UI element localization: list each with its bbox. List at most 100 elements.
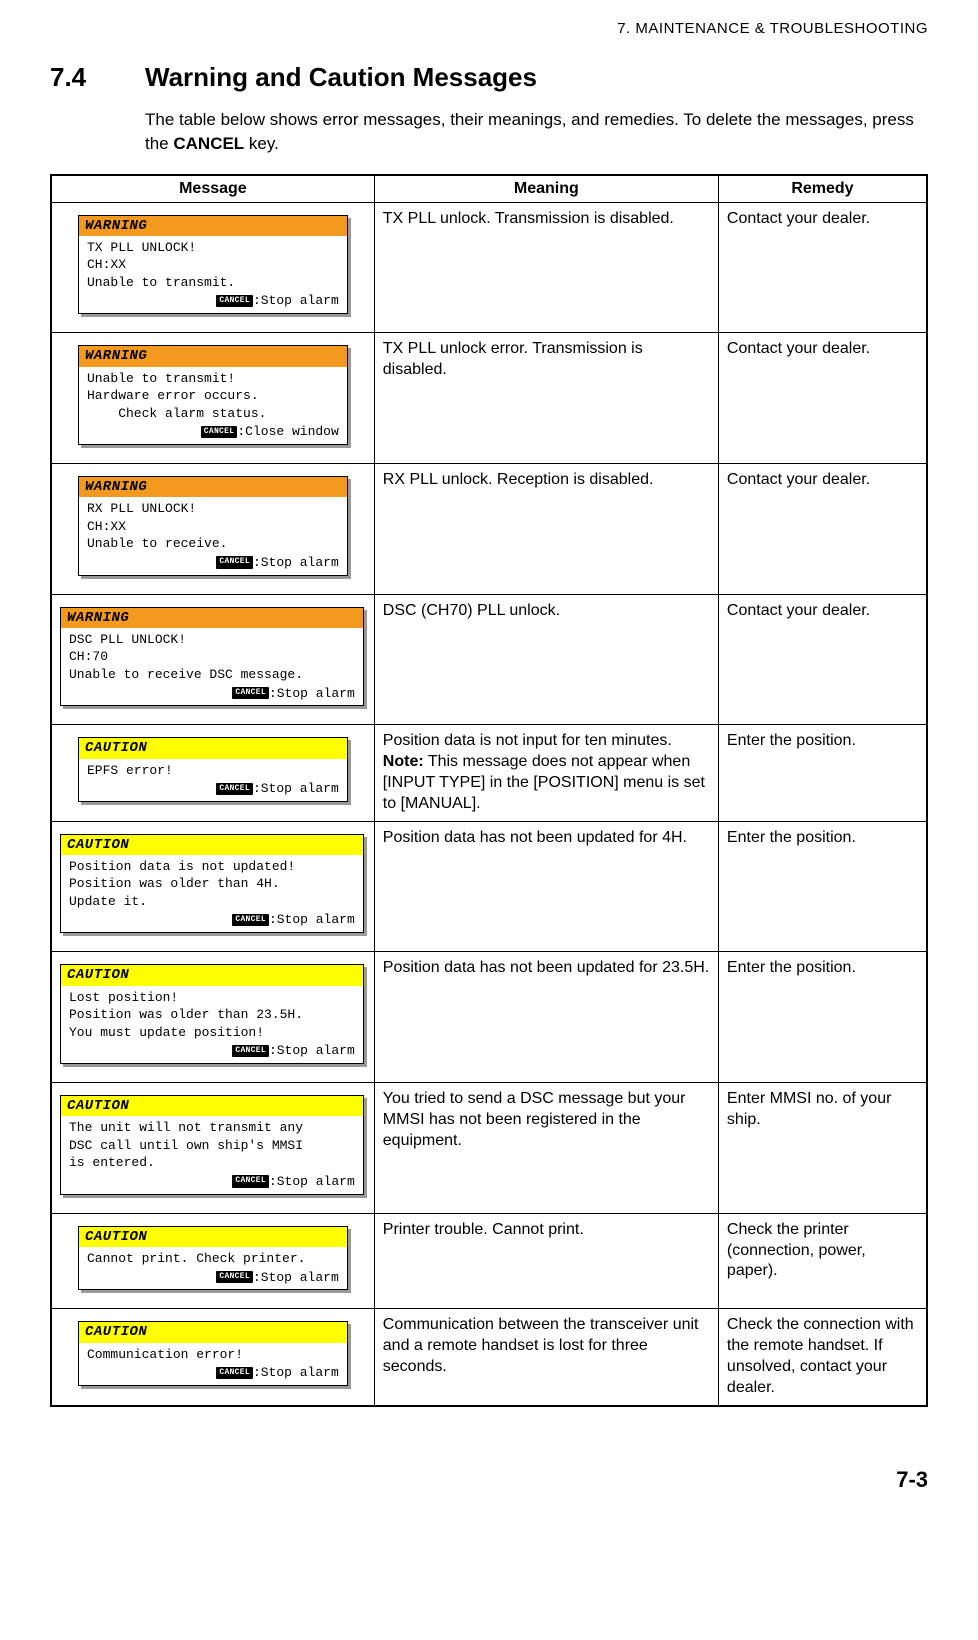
table-row: WARNINGUnable to transmit! Hardware erro… [51, 333, 927, 464]
table-row: CAUTIONThe unit will not transmit any DS… [51, 1083, 927, 1214]
section-title: Warning and Caution Messages [145, 62, 537, 93]
table-row: WARNINGTX PLL UNLOCK! CH:XX Unable to tr… [51, 202, 927, 333]
msgbox-footer: CANCEL:Stop alarm [61, 686, 363, 706]
warning-box: WARNINGUnable to transmit! Hardware erro… [78, 345, 348, 445]
msgbox-body: The unit will not transmit any DSC call … [61, 1116, 363, 1174]
msgbox-footer: CANCEL:Stop alarm [79, 293, 347, 313]
message-cell: WARNINGRX PLL UNLOCK! CH:XX Unable to re… [51, 464, 374, 595]
msgbox-title: CAUTION [61, 965, 363, 985]
caution-box: CAUTIONCannot print. Check printer.CANCE… [78, 1226, 348, 1291]
caution-box: CAUTIONEPFS error!CANCEL:Stop alarm [78, 737, 348, 802]
msgbox-body: DSC PLL UNLOCK! CH:70 Unable to receive … [61, 628, 363, 686]
meaning-cell: Position data is not input for ten minut… [374, 725, 718, 821]
remedy-cell: Enter the position. [718, 952, 927, 1083]
msgbox-footer-text: :Stop alarm [269, 912, 355, 927]
caution-box: CAUTIONPosition data is not updated! Pos… [60, 834, 364, 934]
msgbox-footer-text: :Stop alarm [253, 1365, 339, 1380]
msgbox-title: CAUTION [79, 1227, 347, 1247]
remedy-cell: Contact your dealer. [718, 333, 927, 464]
msgbox-footer: CANCEL:Stop alarm [79, 781, 347, 801]
msgbox-body: RX PLL UNLOCK! CH:XX Unable to receive. [79, 497, 347, 555]
meaning-cell: Position data has not been updated for 2… [374, 952, 718, 1083]
msgbox-body: EPFS error! [79, 759, 347, 782]
msgbox-footer-text: :Stop alarm [269, 1174, 355, 1189]
cancel-badge: CANCEL [232, 1045, 269, 1057]
section-heading: 7.4 Warning and Caution Messages [50, 62, 928, 93]
meaning-cell: Position data has not been updated for 4… [374, 821, 718, 952]
msgbox-footer-text: :Stop alarm [269, 686, 355, 701]
msgbox-body: Communication error! [79, 1343, 347, 1366]
table-row: CAUTIONLost position! Position was older… [51, 952, 927, 1083]
col-remedy: Remedy [718, 175, 927, 203]
msgbox-footer-text: :Close window [237, 424, 338, 439]
table-row: WARNINGDSC PLL UNLOCK! CH:70 Unable to r… [51, 594, 927, 725]
remedy-cell: Check the printer (connection, power, pa… [718, 1213, 927, 1309]
msgbox-footer-text: :Stop alarm [253, 781, 339, 796]
msgbox-footer-text: :Stop alarm [269, 1043, 355, 1058]
intro-part2: key. [244, 134, 279, 153]
msgbox-title: CAUTION [61, 835, 363, 855]
cancel-badge: CANCEL [216, 556, 253, 568]
msgbox-footer: CANCEL:Stop alarm [61, 912, 363, 932]
warning-box: WARNINGTX PLL UNLOCK! CH:XX Unable to tr… [78, 215, 348, 315]
message-cell: WARNINGTX PLL UNLOCK! CH:XX Unable to tr… [51, 202, 374, 333]
msgbox-footer: CANCEL:Stop alarm [79, 1365, 347, 1385]
msgbox-body: Cannot print. Check printer. [79, 1247, 347, 1270]
warning-box: WARNINGRX PLL UNLOCK! CH:XX Unable to re… [78, 476, 348, 576]
msgbox-footer: CANCEL:Stop alarm [61, 1043, 363, 1063]
msgbox-body: Lost position! Position was older than 2… [61, 986, 363, 1044]
msgbox-body: Unable to transmit! Hardware error occur… [79, 367, 347, 425]
message-cell: WARNINGUnable to transmit! Hardware erro… [51, 333, 374, 464]
msgbox-body: Position data is not updated! Position w… [61, 855, 363, 913]
msgbox-title: WARNING [79, 216, 347, 236]
cancel-badge: CANCEL [201, 426, 238, 438]
meaning-cell: Communication between the transceiver un… [374, 1309, 718, 1406]
intro-text: The table below shows error messages, th… [145, 108, 928, 156]
msgbox-title: CAUTION [79, 1322, 347, 1342]
msgbox-footer: CANCEL:Close window [79, 424, 347, 444]
table-row: CAUTIONCannot print. Check printer.CANCE… [51, 1213, 927, 1309]
msgbox-footer: CANCEL:Stop alarm [79, 1270, 347, 1290]
table-row: CAUTIONPosition data is not updated! Pos… [51, 821, 927, 952]
cancel-badge: CANCEL [216, 1271, 253, 1283]
page-number: 7-3 [50, 1467, 928, 1493]
message-cell: CAUTIONCommunication error!CANCEL:Stop a… [51, 1309, 374, 1406]
cancel-badge: CANCEL [216, 1367, 253, 1379]
msgbox-title: WARNING [79, 346, 347, 366]
caution-box: CAUTIONCommunication error!CANCEL:Stop a… [78, 1321, 348, 1386]
message-cell: CAUTIONEPFS error!CANCEL:Stop alarm [51, 725, 374, 821]
message-cell: CAUTIONLost position! Position was older… [51, 952, 374, 1083]
caution-box: CAUTIONThe unit will not transmit any DS… [60, 1095, 364, 1195]
msgbox-footer: CANCEL:Stop alarm [79, 555, 347, 575]
message-cell: CAUTIONCannot print. Check printer.CANCE… [51, 1213, 374, 1309]
chapter-header: 7. MAINTENANCE & TROUBLESHOOTING [50, 20, 928, 37]
msgbox-footer-text: :Stop alarm [253, 1270, 339, 1285]
message-cell: CAUTIONPosition data is not updated! Pos… [51, 821, 374, 952]
remedy-cell: Check the connection with the remote han… [718, 1309, 927, 1406]
remedy-cell: Enter the position. [718, 821, 927, 952]
col-message: Message [51, 175, 374, 203]
remedy-cell: Contact your dealer. [718, 594, 927, 725]
cancel-badge: CANCEL [232, 1175, 269, 1187]
cancel-badge: CANCEL [232, 687, 269, 699]
col-meaning: Meaning [374, 175, 718, 203]
remedy-cell: Contact your dealer. [718, 202, 927, 333]
remedy-cell: Contact your dealer. [718, 464, 927, 595]
remedy-cell: Enter MMSI no. of your ship. [718, 1083, 927, 1214]
messages-table: Message Meaning Remedy WARNINGTX PLL UNL… [50, 174, 928, 1407]
intro-bold: CANCEL [173, 134, 244, 153]
section-number: 7.4 [50, 62, 145, 93]
table-row: WARNINGRX PLL UNLOCK! CH:XX Unable to re… [51, 464, 927, 595]
meaning-cell: DSC (CH70) PLL unlock. [374, 594, 718, 725]
table-row: CAUTIONEPFS error!CANCEL:Stop alarm Posit… [51, 725, 927, 821]
meaning-cell: TX PLL unlock. Transmission is disabled. [374, 202, 718, 333]
msgbox-footer: CANCEL:Stop alarm [61, 1174, 363, 1194]
cancel-badge: CANCEL [216, 783, 253, 795]
remedy-cell: Enter the position. [718, 725, 927, 821]
message-cell: WARNINGDSC PLL UNLOCK! CH:70 Unable to r… [51, 594, 374, 725]
meaning-cell: RX PLL unlock. Reception is disabled. [374, 464, 718, 595]
msgbox-title: WARNING [61, 608, 363, 628]
msgbox-footer-text: :Stop alarm [253, 293, 339, 308]
meaning-cell: You tried to send a DSC message but your… [374, 1083, 718, 1214]
msgbox-title: CAUTION [61, 1096, 363, 1116]
